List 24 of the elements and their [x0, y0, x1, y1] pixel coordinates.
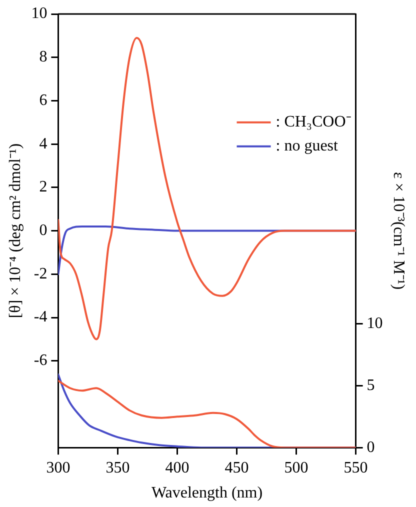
- x-tick-label: 500: [284, 459, 308, 476]
- x-tick-label: 400: [165, 459, 190, 476]
- y-tick-label: 8: [39, 48, 48, 66]
- y-tick-label: 4: [39, 135, 48, 152]
- y-tick-label: -4: [34, 308, 48, 326]
- y-tick-label: 0: [39, 222, 48, 240]
- y2-tick-label: 0: [366, 438, 375, 456]
- x-axis-title: Wavelength (nm): [151, 484, 263, 502]
- y-tick-label: 10: [31, 5, 48, 22]
- y2-tick-label: 10: [366, 314, 383, 332]
- y-axis-title: [θ] × 10⁻⁴ (deg cm² dmol⁻¹): [6, 143, 24, 318]
- y-tick-label: 2: [39, 178, 48, 196]
- y-tick-label: 6: [39, 92, 48, 109]
- legend-label: : no guest: [276, 138, 339, 155]
- y-tick-label: -2: [34, 265, 48, 282]
- y2-axis-title: ε × 10⁻³(cm⁻¹ M⁻¹): [390, 172, 408, 290]
- line-series: [58, 36, 356, 340]
- x-tick-label: 350: [106, 459, 130, 476]
- y-tick-label: -6: [34, 352, 48, 370]
- legend-label: : CH₃COO⁻: [276, 114, 351, 131]
- x-tick-label: 550: [344, 459, 368, 476]
- x-tick-label: 450: [224, 459, 249, 476]
- y2-tick-label: 5: [366, 376, 375, 394]
- x-tick-label: 300: [46, 459, 70, 476]
